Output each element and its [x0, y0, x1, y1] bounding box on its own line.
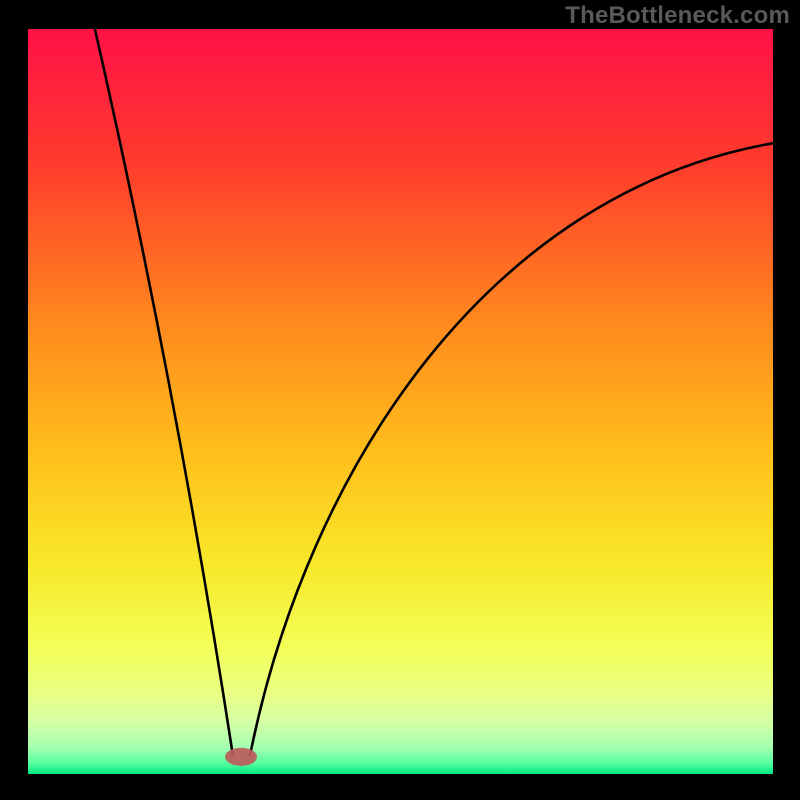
chart-stage: TheBottleneck.com: [0, 0, 800, 800]
bottleneck-chart: [0, 0, 800, 800]
optimum-marker: [225, 748, 257, 766]
plot-gradient-background: [28, 29, 773, 774]
